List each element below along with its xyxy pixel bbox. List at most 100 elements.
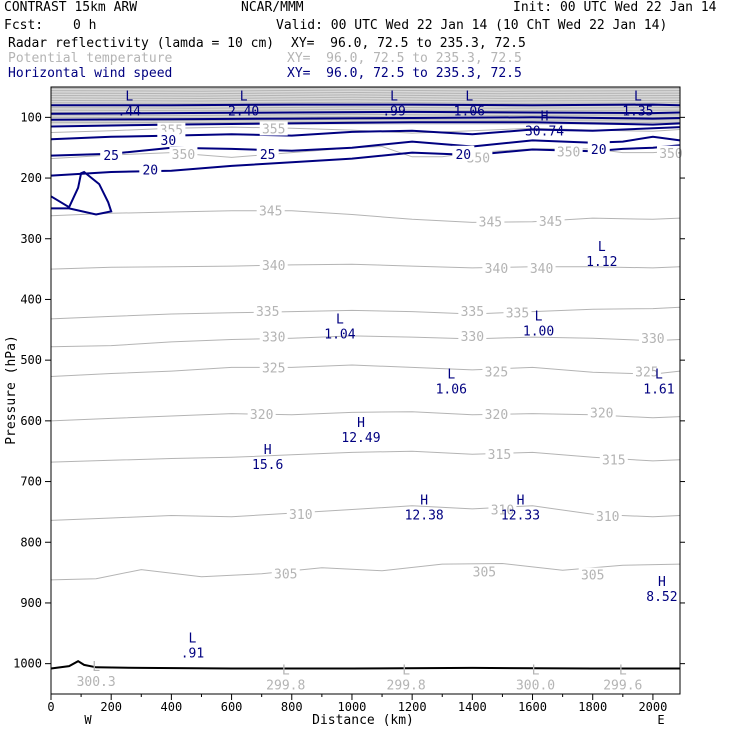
wind-label-bg — [256, 145, 279, 160]
extremum-marker-3: L — [465, 89, 473, 104]
theta-label-350: 350 — [659, 147, 682, 162]
extremum-value-12: 15.6 — [252, 458, 283, 473]
theta-contour-320 — [50, 411, 681, 422]
extremum-value-4: 30.74 — [525, 124, 564, 139]
theta-contour-upper — [50, 106, 681, 109]
extremum-marker-14: H — [517, 494, 525, 509]
extremum-value-19: 299.8 — [387, 679, 426, 694]
extremum-value-13: 12.38 — [405, 509, 444, 524]
theta-label-325: 325 — [635, 365, 658, 380]
extremum-value-6: 1.12 — [586, 255, 617, 270]
y-tick-label-200: 200 — [20, 171, 42, 185]
theta-label-bg — [458, 304, 487, 319]
model-title: CONTRAST 15km ARW — [4, 0, 138, 15]
theta-label-330: 330 — [262, 331, 285, 346]
extremum-value-2: .99 — [382, 104, 405, 119]
theta-contour-upper — [50, 96, 681, 100]
theta-label-bg — [503, 305, 532, 320]
axes: 0 200 400 600 800 1000 1200 1400 1600 1800 2000 100… — [13, 110, 685, 714]
extremum-marker-1: L — [240, 89, 248, 104]
x-tick-label-1400: 1400 — [458, 700, 487, 714]
jet-line-1 — [50, 116, 681, 121]
theta-label-325: 325 — [485, 365, 508, 380]
forecast-label: Fcst: — [4, 18, 44, 33]
theta-contour-325 — [50, 364, 681, 377]
extremum-value-0: .44 — [118, 104, 142, 119]
theta-contour-330 — [50, 335, 681, 348]
theta-label-345: 345 — [259, 204, 282, 219]
theta-label-bg — [271, 566, 300, 581]
theta-label-335: 335 — [256, 305, 279, 320]
theta-label-bg — [256, 203, 285, 218]
extremum-marker-10: L — [655, 367, 663, 382]
field-wind-xy: XY= 96.0, 72.5 to 235.3, 72.5 — [287, 66, 522, 81]
theta-label-320: 320 — [250, 408, 273, 423]
y-tick-label-700: 700 — [20, 475, 42, 489]
theta-label-bg — [476, 214, 505, 229]
theta-label-315: 315 — [602, 453, 625, 468]
y-tick-label-800: 800 — [20, 535, 42, 549]
theta-contour-upper — [50, 89, 681, 92]
theta-label-bg — [587, 405, 616, 420]
west-label: W — [84, 713, 92, 727]
theta-contours — [50, 87, 681, 581]
x-tick-label-1200: 1200 — [398, 700, 427, 714]
theta-label-bg — [536, 213, 565, 228]
wind-label-25: 25 — [103, 149, 119, 164]
theta-label-340: 340 — [262, 259, 285, 274]
extremum-value-20: 300.0 — [516, 679, 555, 694]
extremum-marker-17: L — [92, 660, 100, 675]
theta-contour-315 — [50, 450, 681, 463]
extremum-value-17: 300.3 — [77, 675, 116, 690]
theta-label-305: 305 — [274, 567, 297, 582]
extremum-marker-5: L — [634, 89, 642, 104]
extremum-marker-7: L — [336, 313, 344, 328]
theta-label-335: 335 — [461, 305, 484, 320]
theta-label-bg — [247, 406, 276, 421]
y-tick-label-300: 300 — [20, 232, 42, 246]
theta-label-bg — [632, 364, 661, 379]
wind-label-20: 20 — [142, 164, 158, 179]
extremum-marker-6: L — [598, 240, 606, 255]
theta-label-bg — [554, 144, 583, 159]
extremum-value-11: 12.49 — [341, 431, 380, 446]
wind-label-bg — [139, 161, 162, 176]
y-tick-label-900: 900 — [20, 596, 42, 610]
theta-label-350: 350 — [172, 148, 195, 163]
extremum-value-14: 12.33 — [501, 509, 540, 524]
extremum-value-7: 1.04 — [324, 328, 355, 343]
extremum-value-16: .91 — [181, 646, 204, 661]
theta-label-bg — [482, 261, 511, 276]
theta-label-bg — [527, 261, 556, 276]
wind-label-bg — [157, 131, 180, 146]
y-tick-label-1000: 1000 — [13, 657, 42, 671]
theta-contour-335 — [50, 306, 681, 320]
extremum-marker-21: L — [619, 664, 627, 679]
theta-label-bg — [458, 329, 487, 344]
extremum-marker-18: L — [282, 664, 290, 679]
theta-contour-upper — [50, 101, 681, 104]
y-tick-label-100: 100 — [20, 110, 42, 124]
x-tick-label-1800: 1800 — [578, 700, 607, 714]
theta-label-bg — [259, 258, 288, 273]
theta-label-320: 320 — [590, 407, 613, 422]
wind-contour-20 — [50, 144, 681, 177]
theta-label-bg — [593, 508, 622, 523]
x-axis-label: Distance (km) — [312, 713, 414, 728]
theta-label-355: 355 — [262, 122, 285, 137]
x-tick-label-200: 200 — [100, 700, 122, 714]
extremum-marker-0: L — [125, 89, 133, 104]
wind-label-25: 25 — [260, 148, 276, 163]
theta-label-330: 330 — [461, 330, 484, 345]
wind-label-20: 20 — [591, 143, 607, 158]
theta-label-305: 305 — [581, 569, 604, 584]
surface-pressure-line — [50, 660, 680, 670]
extremum-value-1: 2.40 — [228, 104, 259, 119]
jet-line-2 — [50, 110, 681, 115]
y-axis-label: Pressure (hPa) — [4, 335, 19, 445]
wind-label-20: 20 — [455, 148, 471, 163]
theta-label-310: 310 — [491, 504, 514, 519]
theta-label-330: 330 — [641, 332, 664, 347]
theta-label-bg — [482, 406, 511, 421]
